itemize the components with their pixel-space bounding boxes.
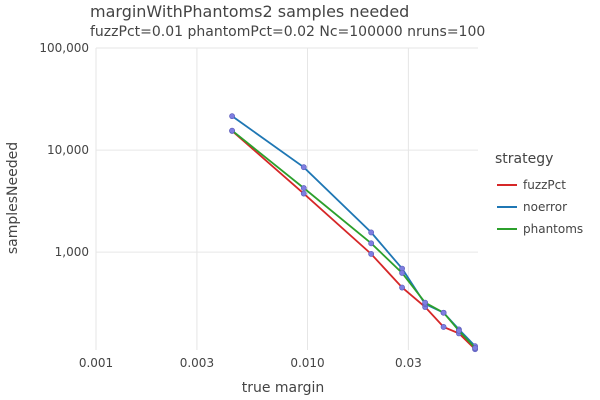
legend-label: noerror bbox=[523, 200, 567, 214]
data-point bbox=[229, 127, 235, 134]
data-point bbox=[300, 190, 307, 197]
chart-title: marginWithPhantoms2 samples needed bbox=[90, 2, 409, 21]
legend-title: strategy bbox=[495, 151, 553, 167]
x-tick-label: 0.001 bbox=[79, 356, 113, 370]
y-axis-label: samplesNeeded bbox=[5, 142, 21, 254]
legend-item-fuzzPct[interactable]: fuzzPct bbox=[497, 178, 566, 192]
legend-label: phantoms bbox=[523, 222, 583, 236]
legend-label: fuzzPct bbox=[523, 178, 566, 192]
series-line-phantoms bbox=[231, 129, 476, 349]
data-point bbox=[368, 251, 375, 257]
series-noerror bbox=[229, 113, 478, 350]
legend-item-noerror[interactable]: noerror bbox=[497, 200, 567, 214]
data-point bbox=[300, 185, 307, 191]
gridlines bbox=[95, 47, 478, 350]
data-point bbox=[440, 309, 447, 316]
series-fuzzPct bbox=[229, 128, 478, 353]
y-axis-ticks: 1,000 10,000 100,000 bbox=[39, 41, 89, 259]
y-tick-label: 1,000 bbox=[55, 245, 89, 259]
data-point bbox=[472, 345, 478, 351]
legend-item-phantoms[interactable]: phantoms bbox=[497, 222, 583, 236]
y-tick-label: 100,000 bbox=[39, 41, 89, 55]
x-axis-ticks: 0.001 0.003 0.010 0.03 bbox=[79, 356, 422, 370]
data-point bbox=[456, 327, 462, 334]
chart-subtitle: fuzzPct=0.01 phantomPct=0.02 Nc=100000 n… bbox=[90, 24, 485, 40]
x-tick-label: 0.003 bbox=[180, 356, 214, 370]
x-tick-label: 0.03 bbox=[395, 356, 422, 370]
data-point bbox=[422, 299, 429, 306]
series-group bbox=[229, 113, 478, 353]
x-axis-label: true margin bbox=[242, 380, 325, 396]
y-tick-label: 10,000 bbox=[47, 143, 89, 157]
data-point bbox=[399, 284, 405, 291]
series-phantoms bbox=[229, 127, 478, 351]
legend[interactable]: strategy fuzzPct noerror phantoms bbox=[495, 151, 583, 236]
data-point bbox=[368, 240, 375, 247]
data-point bbox=[229, 113, 235, 120]
data-point bbox=[399, 270, 405, 276]
data-point bbox=[368, 229, 375, 236]
series-line-fuzzPct bbox=[231, 130, 476, 350]
data-point bbox=[440, 324, 447, 330]
x-tick-label: 0.010 bbox=[290, 356, 324, 370]
data-point bbox=[300, 164, 307, 171]
series-line-noerror bbox=[231, 115, 476, 347]
